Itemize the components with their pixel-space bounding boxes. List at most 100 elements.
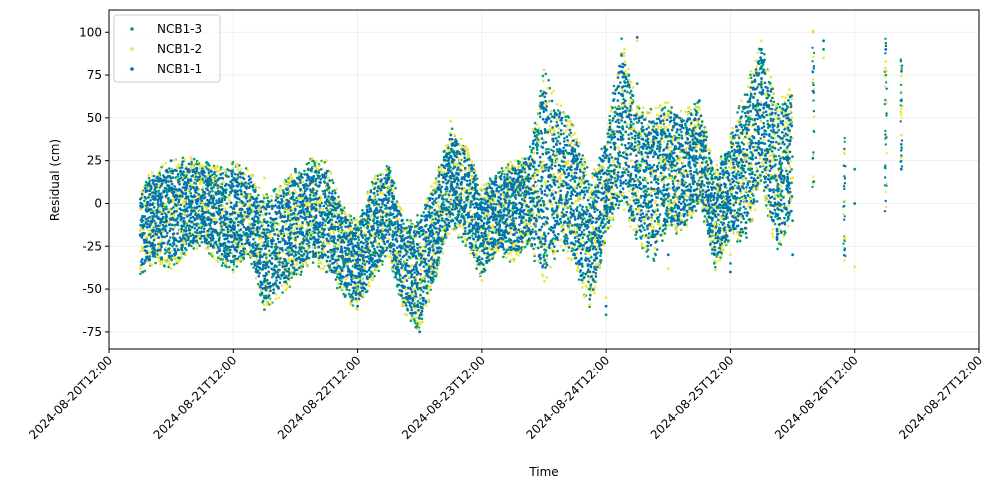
point-ncb1-3 bbox=[642, 226, 645, 229]
point-ncb1-2 bbox=[297, 272, 300, 276]
point-ncb1-3 bbox=[509, 176, 512, 179]
point-ncb1-2 bbox=[229, 161, 233, 164]
data-points bbox=[138, 29, 904, 334]
point-ncb1-3 bbox=[581, 236, 585, 239]
point-ncb1-3 bbox=[781, 103, 785, 106]
point-ncb1-3 bbox=[547, 78, 550, 82]
point-ncb1-3 bbox=[703, 215, 707, 218]
point-ncb1-3 bbox=[231, 268, 235, 272]
point-ncb1-3 bbox=[174, 176, 177, 179]
point-ncb1-3 bbox=[422, 290, 425, 294]
point-ncb1-3 bbox=[772, 100, 776, 104]
point-ncb1-2 bbox=[362, 295, 366, 299]
point-ncb1-2 bbox=[318, 208, 322, 211]
point-ncb1-2 bbox=[314, 159, 318, 163]
point-ncb1-3 bbox=[620, 199, 624, 203]
point-ncb1-3 bbox=[884, 98, 887, 102]
point-ncb1-3 bbox=[884, 37, 887, 40]
point-ncb1-2 bbox=[216, 260, 220, 264]
point-ncb1-2 bbox=[404, 288, 408, 292]
point-ncb1-3 bbox=[377, 269, 381, 273]
point-ncb1-2 bbox=[300, 224, 304, 227]
point-ncb1-3 bbox=[220, 264, 224, 267]
point-ncb1-3 bbox=[561, 168, 565, 171]
point-ncb1-3 bbox=[570, 249, 573, 253]
point-ncb1-3 bbox=[274, 187, 277, 191]
point-ncb1-2 bbox=[322, 239, 326, 243]
point-ncb1-3 bbox=[786, 172, 789, 176]
point-ncb1-3 bbox=[577, 278, 581, 281]
point-ncb1-3 bbox=[242, 256, 245, 259]
point-ncb1-3 bbox=[215, 244, 219, 247]
point-ncb1-3 bbox=[657, 220, 660, 223]
point-ncb1-2 bbox=[260, 220, 264, 223]
point-ncb1-2 bbox=[198, 167, 201, 170]
point-ncb1-3 bbox=[544, 148, 548, 151]
point-ncb1-3 bbox=[178, 257, 181, 260]
point-ncb1-3 bbox=[812, 99, 815, 102]
point-ncb1-3 bbox=[145, 181, 148, 184]
point-ncb1-3 bbox=[348, 288, 351, 292]
point-ncb1-3 bbox=[629, 123, 632, 127]
point-ncb1-3 bbox=[599, 254, 602, 258]
point-ncb1-2 bbox=[287, 284, 290, 288]
point-ncb1-3 bbox=[190, 244, 193, 248]
point-ncb1-3 bbox=[497, 171, 500, 174]
point-ncb1-3 bbox=[280, 219, 284, 223]
point-ncb1-3 bbox=[528, 145, 532, 148]
point-ncb1-3 bbox=[693, 102, 696, 106]
point-ncb1-3 bbox=[158, 171, 161, 175]
point-ncb1-3 bbox=[305, 242, 309, 246]
point-ncb1-3 bbox=[270, 275, 274, 279]
point-ncb1-2 bbox=[269, 236, 273, 240]
point-ncb1-3 bbox=[284, 248, 288, 251]
point-ncb1-2 bbox=[239, 256, 242, 260]
point-ncb1-2 bbox=[261, 194, 265, 197]
point-ncb1-3 bbox=[154, 261, 157, 265]
point-ncb1-3 bbox=[710, 173, 714, 177]
point-ncb1-2 bbox=[274, 293, 278, 296]
point-ncb1-3 bbox=[642, 190, 646, 193]
point-ncb1-3 bbox=[578, 185, 582, 189]
point-ncb1-2 bbox=[425, 304, 428, 307]
point-ncb1-3 bbox=[780, 162, 784, 165]
point-ncb1-3 bbox=[541, 199, 545, 203]
point-ncb1-3 bbox=[600, 147, 603, 151]
point-ncb1-3 bbox=[540, 184, 544, 188]
point-ncb1-3 bbox=[548, 159, 552, 162]
point-ncb1-2 bbox=[335, 212, 339, 215]
point-ncb1-2 bbox=[218, 254, 221, 258]
point-ncb1-2 bbox=[280, 284, 284, 287]
point-ncb1-3 bbox=[774, 154, 777, 158]
point-ncb1-3 bbox=[842, 242, 845, 245]
point-ncb1-3 bbox=[787, 99, 790, 102]
point-ncb1-3 bbox=[811, 60, 814, 63]
point-ncb1-2 bbox=[150, 263, 154, 267]
point-ncb1-3 bbox=[559, 220, 563, 224]
point-ncb1-3 bbox=[206, 162, 210, 165]
point-ncb1-3 bbox=[612, 84, 616, 88]
point-ncb1-3 bbox=[597, 163, 601, 167]
point-ncb1-3 bbox=[788, 187, 792, 190]
point-ncb1-2 bbox=[243, 213, 246, 216]
point-ncb1-3 bbox=[884, 143, 887, 146]
point-ncb1-2 bbox=[371, 184, 375, 187]
point-ncb1-2 bbox=[248, 246, 252, 249]
point-ncb1-3 bbox=[569, 179, 572, 182]
point-ncb1-3 bbox=[632, 122, 635, 126]
point-ncb1-2 bbox=[368, 284, 371, 288]
point-ncb1-2 bbox=[257, 186, 261, 189]
point-ncb1-3 bbox=[571, 247, 574, 250]
point-ncb1-3 bbox=[207, 252, 211, 255]
point-ncb1-3 bbox=[786, 105, 789, 109]
point-ncb1-3 bbox=[250, 262, 253, 266]
point-ncb1-2 bbox=[308, 201, 311, 205]
point-ncb1-2 bbox=[374, 174, 377, 177]
point-ncb1-2 bbox=[160, 238, 164, 242]
point-ncb1-3 bbox=[345, 288, 349, 291]
point-ncb1-3 bbox=[258, 213, 261, 217]
point-ncb1-3 bbox=[201, 188, 204, 191]
point-ncb1-3 bbox=[507, 248, 510, 252]
point-ncb1-3 bbox=[749, 76, 753, 80]
